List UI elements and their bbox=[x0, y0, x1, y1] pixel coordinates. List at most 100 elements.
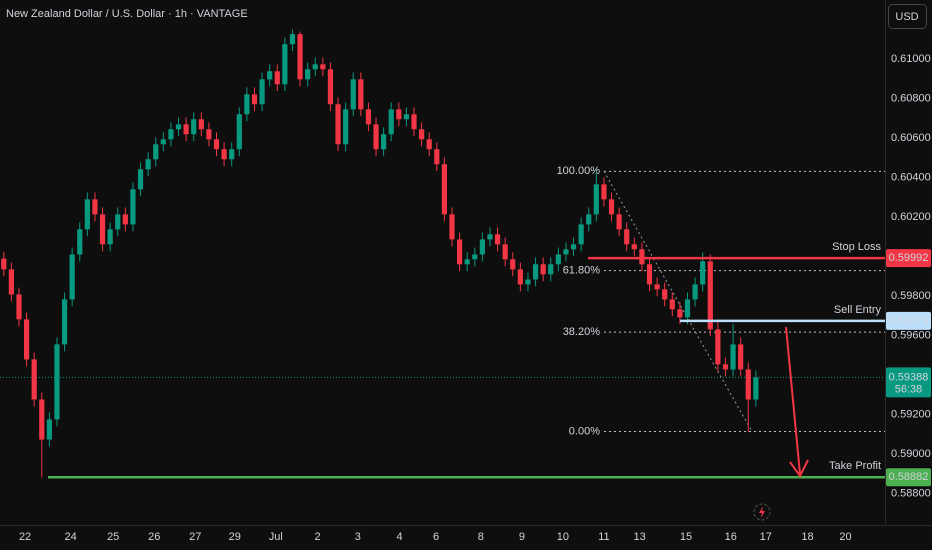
candle-body bbox=[624, 229, 630, 245]
candle-body bbox=[677, 309, 683, 318]
arrow-shaft bbox=[785, 326, 801, 475]
x-tick-label: Jul bbox=[269, 531, 283, 543]
x-tick-label: 6 bbox=[433, 531, 439, 543]
candle-body bbox=[107, 229, 113, 245]
candle-body bbox=[145, 159, 151, 170]
x-tick-label: 18 bbox=[801, 531, 813, 543]
candle-body bbox=[115, 214, 121, 230]
candle-body bbox=[312, 64, 318, 70]
candle-body bbox=[494, 234, 501, 245]
candle-body bbox=[479, 239, 485, 255]
candle-body bbox=[221, 149, 227, 160]
x-tick-label: 22 bbox=[19, 531, 31, 543]
candle-body bbox=[282, 44, 288, 85]
candle-body bbox=[23, 319, 30, 360]
candle-body bbox=[335, 104, 341, 145]
candle-body bbox=[388, 109, 394, 135]
candle-body bbox=[267, 71, 273, 80]
candle-body bbox=[502, 244, 508, 260]
candle-body bbox=[320, 64, 326, 70]
level-name: Sell Entry bbox=[834, 304, 882, 316]
candle-body bbox=[16, 294, 22, 320]
candle-body bbox=[411, 114, 417, 130]
candle-body bbox=[153, 144, 159, 160]
candle-body bbox=[464, 259, 470, 265]
y-tick-label: 0.60800 bbox=[891, 93, 931, 105]
candle-body bbox=[99, 214, 106, 245]
candle-body bbox=[130, 189, 136, 225]
x-tick-label: 26 bbox=[148, 531, 160, 543]
candle-body bbox=[31, 359, 37, 400]
candle-body bbox=[525, 279, 531, 285]
candle-body bbox=[183, 124, 189, 135]
candle-body bbox=[601, 184, 607, 200]
x-tick-label: 10 bbox=[557, 531, 569, 543]
y-tick-label: 0.59000 bbox=[891, 448, 931, 460]
candle-body bbox=[646, 264, 653, 285]
candle-body bbox=[700, 261, 706, 285]
candle-body bbox=[327, 69, 334, 105]
candle-body bbox=[305, 69, 311, 80]
candle-body bbox=[46, 419, 52, 440]
candle-body bbox=[578, 224, 584, 245]
level-name: Take Profit bbox=[829, 460, 881, 472]
candle-body bbox=[244, 94, 250, 115]
x-tick-label: 9 bbox=[519, 531, 525, 543]
candle-body bbox=[662, 289, 668, 300]
candle-body bbox=[441, 164, 447, 215]
x-tick-label: 17 bbox=[760, 531, 772, 543]
candle-body bbox=[745, 369, 751, 400]
x-tick-label: 20 bbox=[839, 531, 851, 543]
currency-label[interactable]: USD bbox=[895, 11, 918, 23]
fib-label: 100.00% bbox=[557, 165, 601, 177]
candle-body bbox=[39, 399, 45, 440]
y-tick-label: 0.59200 bbox=[891, 408, 931, 420]
x-tick-label: 25 bbox=[107, 531, 119, 543]
candle-body bbox=[593, 184, 599, 215]
candle-body bbox=[472, 254, 478, 260]
projection-arrow bbox=[785, 326, 809, 478]
candle-body bbox=[396, 109, 402, 120]
x-tick-label: 4 bbox=[397, 531, 403, 543]
chart-title: New Zealand Dollar / U.S. Dollar · 1h · … bbox=[6, 8, 248, 20]
y-tick-label: 0.60600 bbox=[891, 132, 931, 144]
candle-body bbox=[540, 264, 546, 275]
replay-icon[interactable] bbox=[753, 503, 771, 521]
candle-body bbox=[639, 249, 645, 265]
level-price-box bbox=[886, 311, 931, 330]
candle-body bbox=[297, 34, 303, 80]
candle-body bbox=[206, 129, 212, 140]
last-price-box bbox=[886, 367, 931, 398]
level-price-label: 0.59674 bbox=[889, 315, 929, 327]
candle-body bbox=[517, 269, 523, 285]
y-tick-label: 0.60400 bbox=[891, 172, 931, 184]
candle-body bbox=[449, 214, 455, 240]
x-tick-label: 8 bbox=[478, 531, 484, 543]
x-tick-label: 2 bbox=[314, 531, 320, 543]
candle-body bbox=[251, 94, 258, 105]
candle-body bbox=[365, 109, 372, 125]
candle-body bbox=[555, 254, 561, 265]
currency-button[interactable] bbox=[888, 4, 927, 29]
x-tick-label: 15 bbox=[680, 531, 692, 543]
candle-body bbox=[54, 344, 60, 420]
x-tick-label: 3 bbox=[355, 531, 361, 543]
candle-body bbox=[8, 269, 14, 295]
candle-body bbox=[92, 199, 98, 215]
x-tick-label: 13 bbox=[634, 531, 646, 543]
candle-body bbox=[487, 234, 493, 240]
candle-body bbox=[722, 364, 729, 370]
candle-body bbox=[419, 129, 425, 140]
candle-body bbox=[510, 259, 516, 270]
candle-body bbox=[343, 109, 349, 145]
last-price-label: 0.59388 bbox=[889, 371, 929, 383]
x-tick-label: 29 bbox=[229, 531, 241, 543]
candle-body bbox=[122, 214, 128, 225]
candle-body bbox=[730, 344, 736, 370]
x-tick-label: 27 bbox=[189, 531, 201, 543]
candle-body bbox=[289, 34, 296, 45]
candle-body bbox=[684, 299, 691, 318]
candle-body bbox=[350, 79, 356, 110]
level-name: Stop Loss bbox=[832, 241, 881, 253]
candle-body bbox=[715, 329, 721, 365]
